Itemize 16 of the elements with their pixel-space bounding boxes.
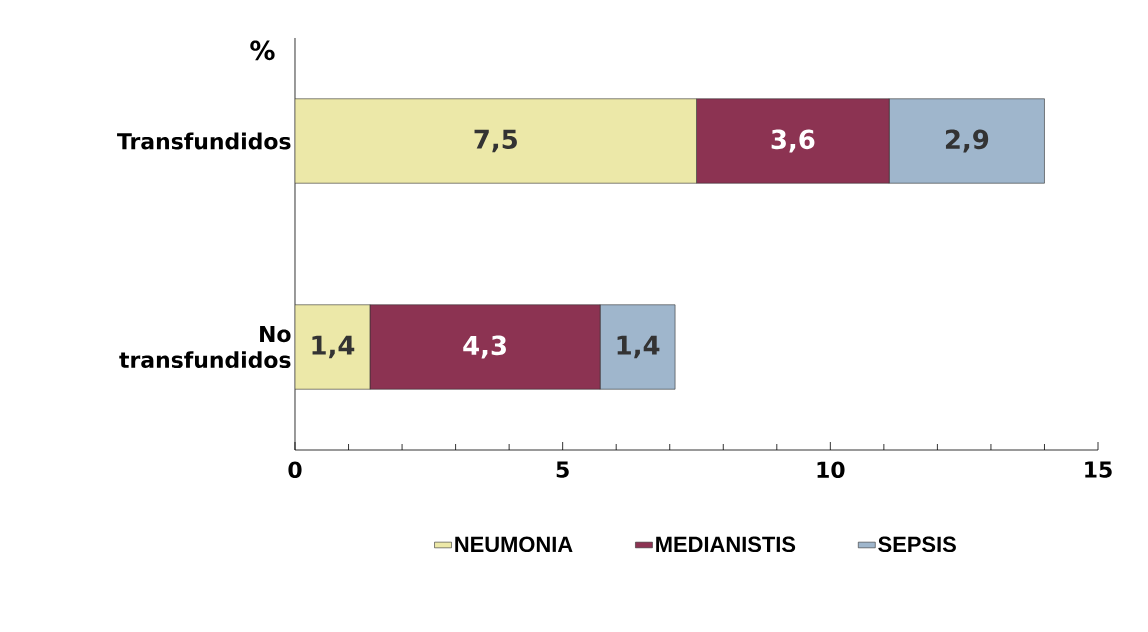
x-tick-label: 5 [556, 461, 569, 478]
y-axis-title: % [250, 40, 275, 61]
x-tick-label: 10 [817, 461, 845, 479]
data-label: 3,6 [771, 129, 815, 153]
legend-label: MEDIANISTIS [656, 536, 796, 553]
y-tick-label: No transfundidos [119, 325, 291, 369]
data-label: 1,4 [617, 335, 660, 359]
data-label: 1,4 [312, 335, 355, 359]
y-tick-label: Transfundidos [117, 132, 291, 150]
data-label: 2,9 [945, 129, 989, 153]
legend-label: SEPSIS [878, 536, 956, 553]
legend-label: NEUMONIA [455, 536, 573, 553]
x-tick-label: 15 [1085, 461, 1112, 478]
data-label: 4,3 [463, 335, 506, 359]
x-tick-label: 0 [288, 461, 302, 479]
data-label: 7,5 [474, 129, 517, 153]
